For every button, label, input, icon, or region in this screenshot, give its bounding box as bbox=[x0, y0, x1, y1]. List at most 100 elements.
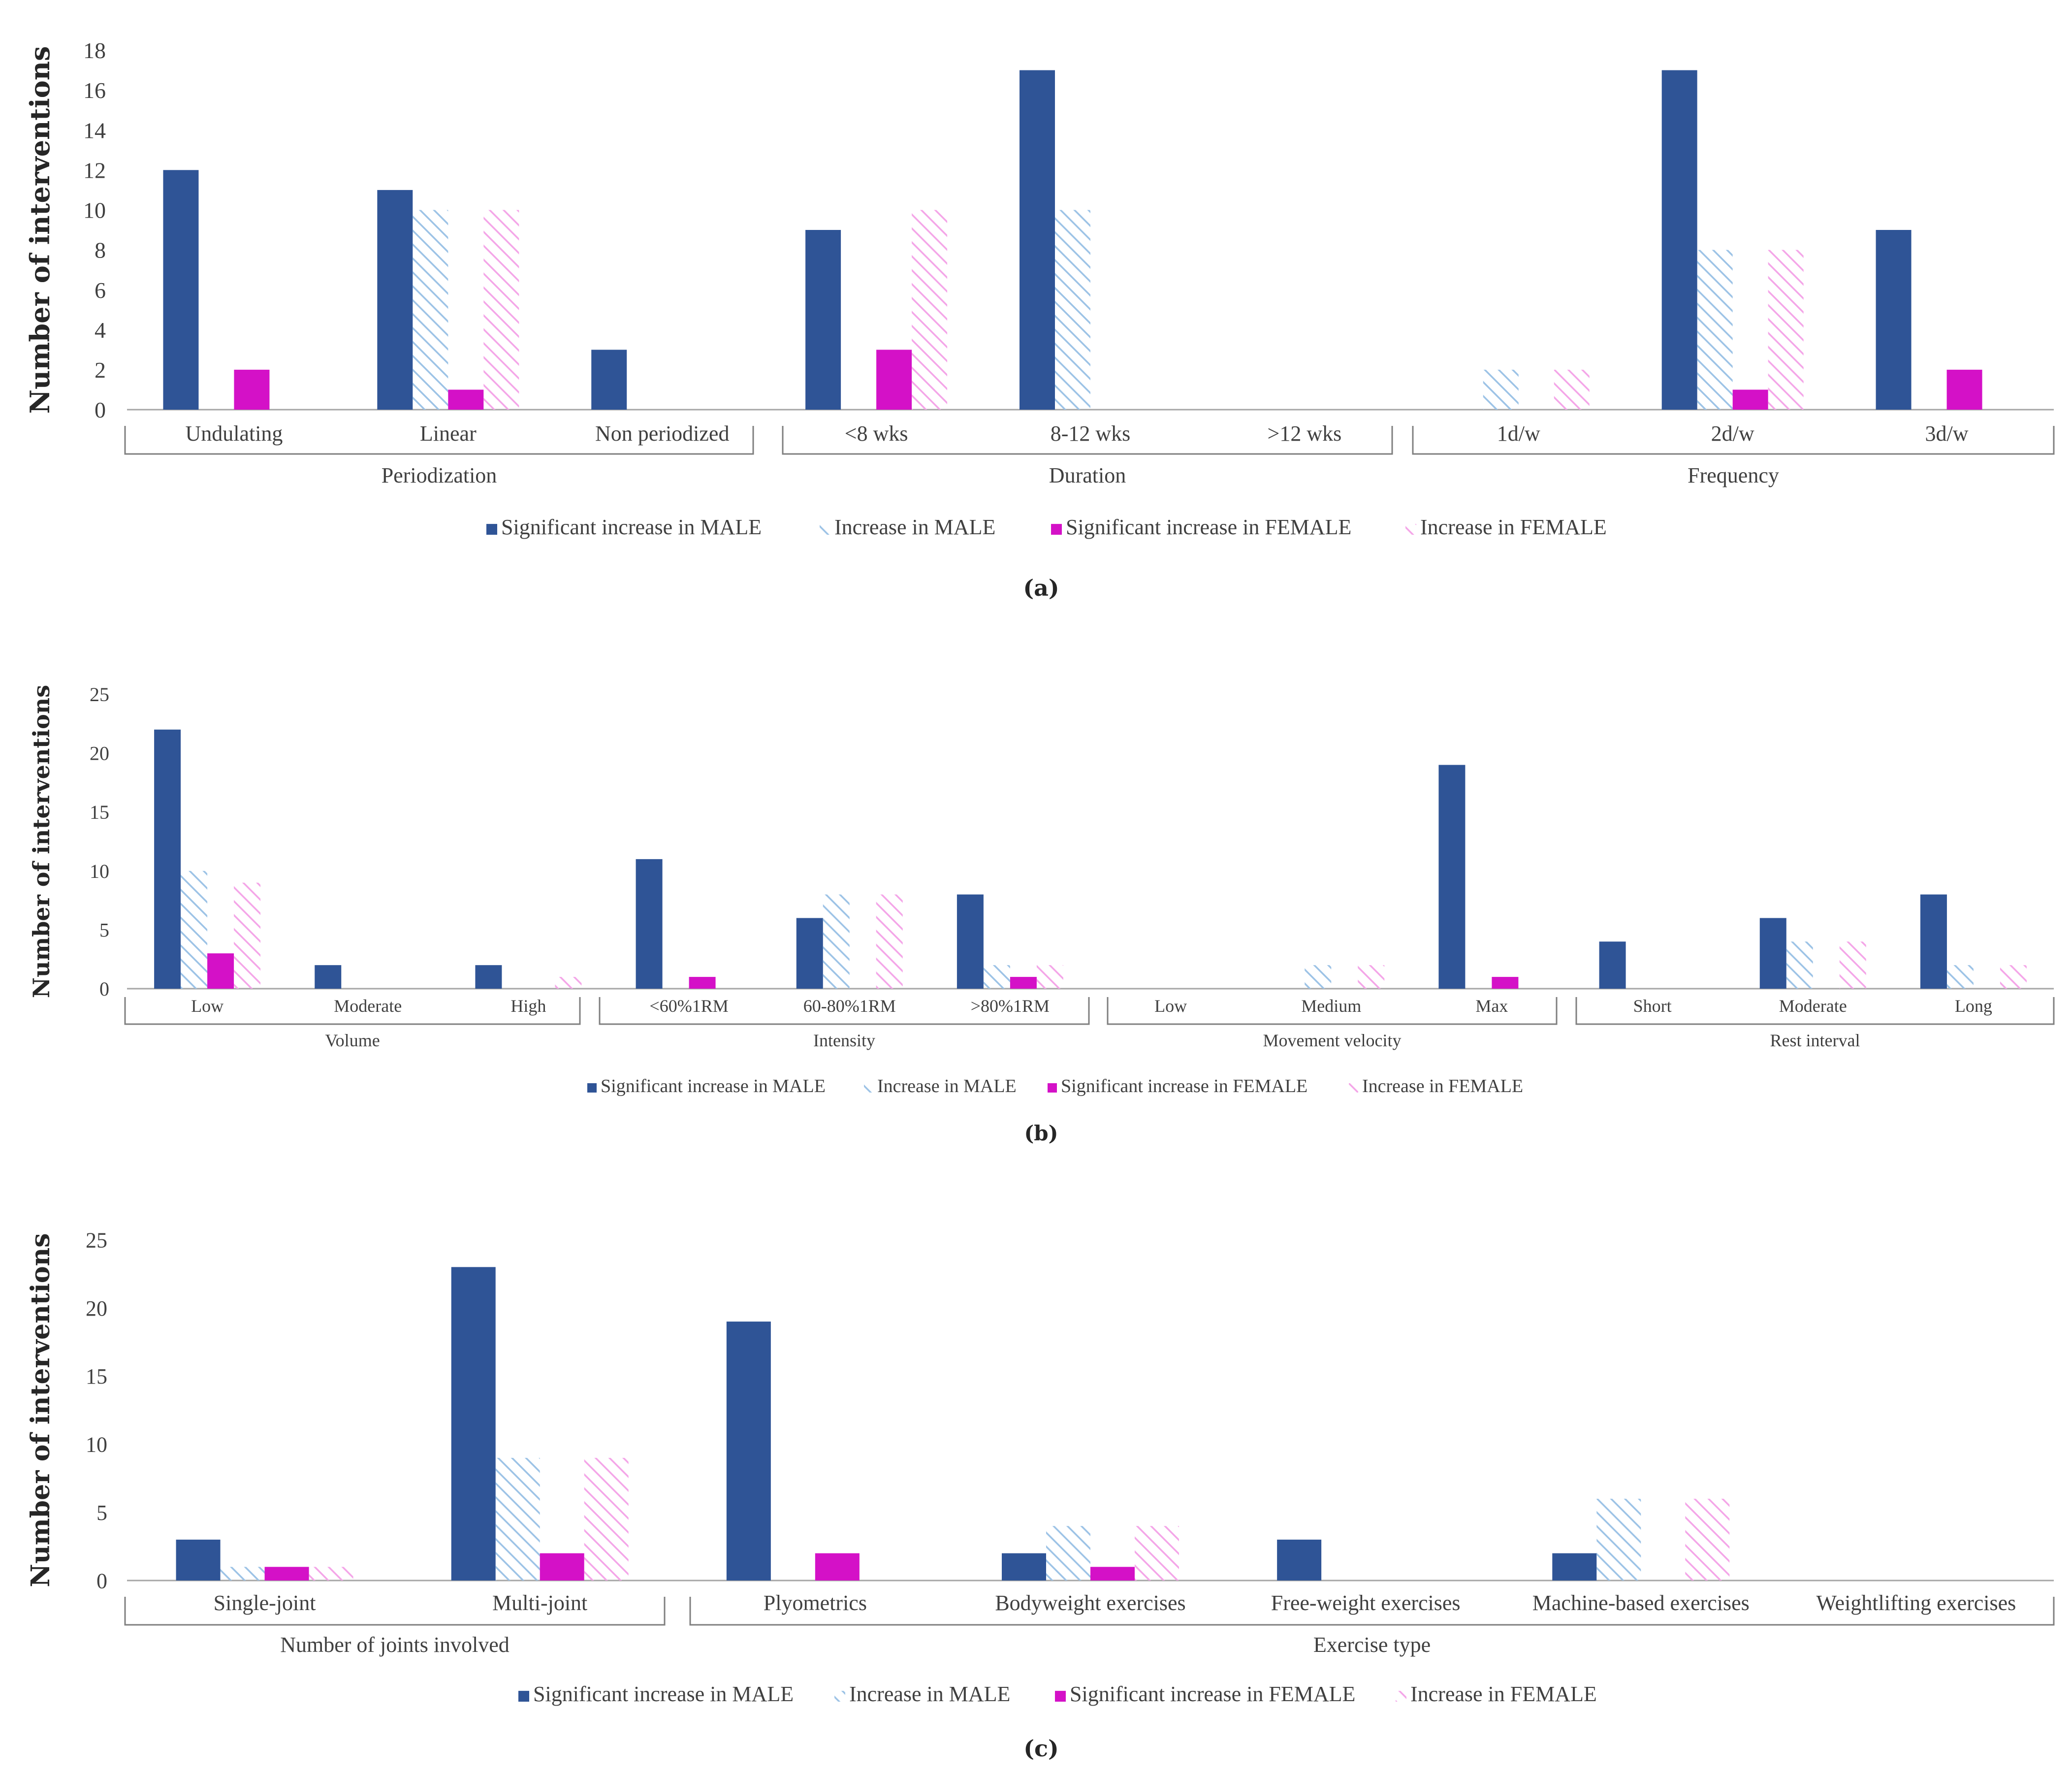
bar-inc-female bbox=[1135, 1526, 1179, 1581]
bar-inc-male bbox=[181, 871, 208, 989]
category-label: Undulating bbox=[185, 421, 283, 446]
y-axis-title: Number of interventions bbox=[26, 1233, 56, 1587]
category-label: <8 wks bbox=[845, 421, 908, 446]
bar-sig-male bbox=[1277, 1539, 1322, 1581]
y-tick-label: 16 bbox=[83, 78, 106, 103]
group-label: Rest interval bbox=[1770, 1031, 1860, 1050]
bar-sig-male bbox=[1759, 918, 1786, 989]
bar-inc-female bbox=[1768, 250, 1804, 410]
y-tick-label: 15 bbox=[86, 1364, 107, 1388]
bar-sig-female bbox=[540, 1553, 584, 1581]
legend-label: Increase in FEMALE bbox=[1420, 515, 1607, 539]
bar-sig-female bbox=[1090, 1567, 1135, 1581]
bar-inc-male bbox=[1055, 210, 1090, 410]
y-tick-label: 18 bbox=[83, 38, 106, 63]
y-tick-label: 20 bbox=[86, 1296, 107, 1321]
legend-label: Increase in FEMALE bbox=[1362, 1076, 1523, 1097]
bar-sig-male bbox=[805, 230, 841, 410]
y-tick-label: 5 bbox=[99, 919, 109, 941]
bar-inc-male bbox=[1946, 965, 1974, 989]
bar-inc-female bbox=[2000, 965, 2027, 989]
group-bracket bbox=[124, 997, 581, 1025]
y-tick-label: 15 bbox=[90, 801, 109, 823]
legend-label: Significant increase in MALE bbox=[501, 515, 762, 539]
bar-inc-male bbox=[823, 894, 850, 989]
legend-label: Significant increase in FEMALE bbox=[1061, 1076, 1307, 1097]
y-tick-label: 10 bbox=[90, 860, 109, 882]
bar-sig-female bbox=[689, 977, 716, 989]
category-label: 8-12 wks bbox=[1051, 421, 1131, 446]
category-label: Plyometrics bbox=[764, 1591, 867, 1615]
legend-swatch-inc-male bbox=[864, 1083, 873, 1093]
legend-swatch-sig-female bbox=[1055, 1691, 1066, 1702]
legend-swatch-inc-female bbox=[1396, 1691, 1406, 1702]
group-bracket bbox=[124, 426, 754, 455]
category-label: >80%1RM bbox=[971, 996, 1050, 1016]
panel-caption: (b) bbox=[1024, 1121, 1058, 1145]
bar-inc-male bbox=[1596, 1498, 1641, 1581]
y-tick-label: 6 bbox=[95, 278, 106, 303]
legend-swatch-inc-male bbox=[820, 524, 830, 535]
bar-sig-male bbox=[154, 729, 181, 989]
legend-swatch-inc-male bbox=[834, 1691, 845, 1702]
category-label: Single-joint bbox=[214, 1591, 316, 1615]
bar-sig-male bbox=[315, 965, 342, 989]
legend-label: Increase in MALE bbox=[849, 1682, 1010, 1706]
chart-c: 0 5 10 15 20 25 Number of interventions Single-… bbox=[26, 1228, 2055, 1762]
bar-sig-male bbox=[451, 1267, 496, 1581]
bar-sig-male bbox=[796, 918, 823, 989]
y-tick-label: 25 bbox=[86, 1228, 107, 1252]
category-label: Medium bbox=[1301, 996, 1361, 1016]
legend-label: Significant increase in MALE bbox=[601, 1076, 826, 1097]
bar-inc-male bbox=[1483, 369, 1519, 410]
bar-inc-female bbox=[1358, 965, 1385, 989]
bar-sig-male bbox=[1020, 70, 1055, 410]
group-label: Movement velocity bbox=[1263, 1031, 1402, 1050]
bar-sig-male bbox=[1661, 70, 1697, 410]
bar-sig-male bbox=[1552, 1553, 1597, 1581]
y-tick-label: 0 bbox=[99, 978, 109, 1000]
group-bracket bbox=[1412, 426, 2055, 455]
bar-sig-female bbox=[1010, 977, 1037, 989]
bar-sig-male bbox=[475, 965, 502, 989]
group-bracket bbox=[689, 1597, 2055, 1626]
bar-sig-female bbox=[1732, 389, 1768, 410]
bar-inc-female bbox=[309, 1567, 353, 1581]
bar-sig-male bbox=[163, 170, 199, 410]
category-label: Linear bbox=[420, 421, 477, 446]
legend-label: Significant increase in MALE bbox=[533, 1682, 794, 1706]
legend-label: Increase in FEMALE bbox=[1410, 1682, 1597, 1706]
bar-sig-male bbox=[1002, 1553, 1046, 1581]
legend-swatch-sig-male bbox=[518, 1691, 529, 1702]
y-axis-title: Number of interventions bbox=[28, 685, 55, 998]
legend-swatch-sig-male bbox=[486, 524, 497, 535]
y-axis-title: Number of interventions bbox=[24, 46, 56, 414]
bar-inc-male bbox=[1305, 965, 1332, 989]
y-tick-label: 0 bbox=[95, 397, 106, 422]
panel-caption: (a) bbox=[1023, 575, 1059, 601]
panel-caption: (c) bbox=[1023, 1735, 1059, 1762]
bar-inc-female bbox=[584, 1457, 629, 1581]
y-tick-label: 0 bbox=[96, 1569, 107, 1593]
group-bracket bbox=[599, 997, 1090, 1025]
legend: Significant increase in MALE Increase in … bbox=[587, 1076, 1523, 1097]
bar-inc-female bbox=[555, 977, 582, 989]
bar-sig-female bbox=[815, 1553, 860, 1581]
bar-sig-female bbox=[234, 369, 270, 410]
bar-sig-female bbox=[264, 1567, 309, 1581]
category-label: Moderate bbox=[334, 996, 402, 1016]
chart-b: 0 5 10 15 20 25 Number of interventions Low Mode… bbox=[28, 683, 2055, 1145]
bar-sig-female bbox=[448, 389, 484, 410]
category-label: Multi-joint bbox=[492, 1591, 587, 1615]
bar-inc-female bbox=[876, 894, 903, 989]
bar-inc-male bbox=[983, 965, 1010, 989]
category-label: >12 wks bbox=[1268, 421, 1342, 446]
y-tick-label: 20 bbox=[90, 742, 109, 765]
legend: Significant increase in MALE Increase in … bbox=[486, 515, 1607, 539]
bar-sig-male bbox=[1876, 230, 1912, 410]
category-label: Weightlifting exercises bbox=[1817, 1591, 2016, 1615]
bar-inc-female bbox=[1685, 1498, 1730, 1581]
bar-inc-male bbox=[220, 1567, 265, 1581]
group-label: Frequency bbox=[1688, 463, 1779, 487]
